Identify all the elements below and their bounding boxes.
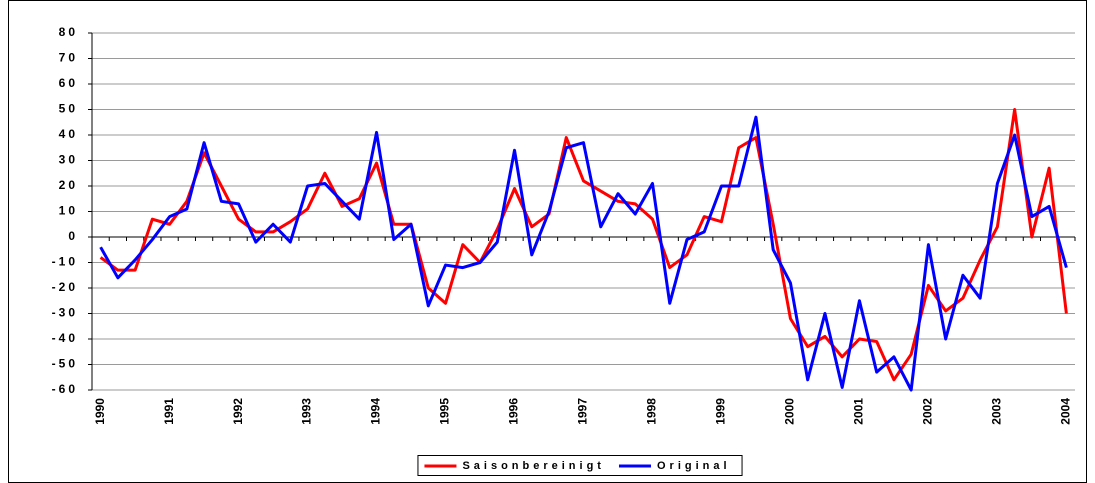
y-tick-label: -30: [52, 306, 78, 320]
y-tick-label: 20: [59, 178, 78, 192]
x-tick-label: 2002: [921, 398, 935, 425]
x-tick-label: 2004: [1059, 398, 1073, 425]
x-tick-label: 1999: [714, 398, 728, 425]
y-tick-label: 10: [59, 204, 78, 218]
y-tick-label: 30: [59, 153, 78, 167]
x-tick-label: 1994: [369, 398, 383, 425]
y-tick-label: 80: [59, 25, 78, 39]
legend-label: Saisonbereinigt: [462, 460, 605, 472]
y-tick-label: -50: [52, 357, 78, 371]
x-tick-label: 1996: [507, 398, 521, 425]
x-tick-label: 1992: [231, 398, 245, 425]
legend: Saisonbereinigt Original: [417, 455, 743, 476]
x-tick-label: 1993: [300, 398, 314, 425]
x-tick-label: 1995: [438, 398, 452, 425]
x-tick-label: 1998: [645, 398, 659, 425]
y-tick-label: 50: [59, 102, 78, 116]
legend-box: [417, 455, 743, 476]
y-tick-label: 40: [59, 127, 78, 141]
x-tick-label: 1991: [162, 398, 176, 425]
legend-label: Original: [657, 460, 731, 472]
y-tick-label: 0: [68, 229, 78, 243]
series-line: [99, 108, 1068, 382]
x-tick-label: 1997: [576, 398, 590, 425]
x-tick-label: 2000: [783, 398, 797, 425]
y-tick-label: 70: [59, 51, 78, 65]
chart-frame: [8, 0, 1087, 483]
series-line: [99, 115, 1068, 392]
x-tick-label: 2003: [990, 398, 1004, 425]
x-tick-label: 2001: [852, 398, 866, 425]
y-tick-label: 60: [59, 76, 78, 90]
y-tick-label: -60: [52, 382, 78, 396]
x-tick-label: 1990: [93, 398, 107, 425]
y-tick-label: -20: [52, 280, 78, 294]
y-tick-label: -10: [52, 255, 78, 269]
y-tick-label: -40: [52, 331, 78, 345]
